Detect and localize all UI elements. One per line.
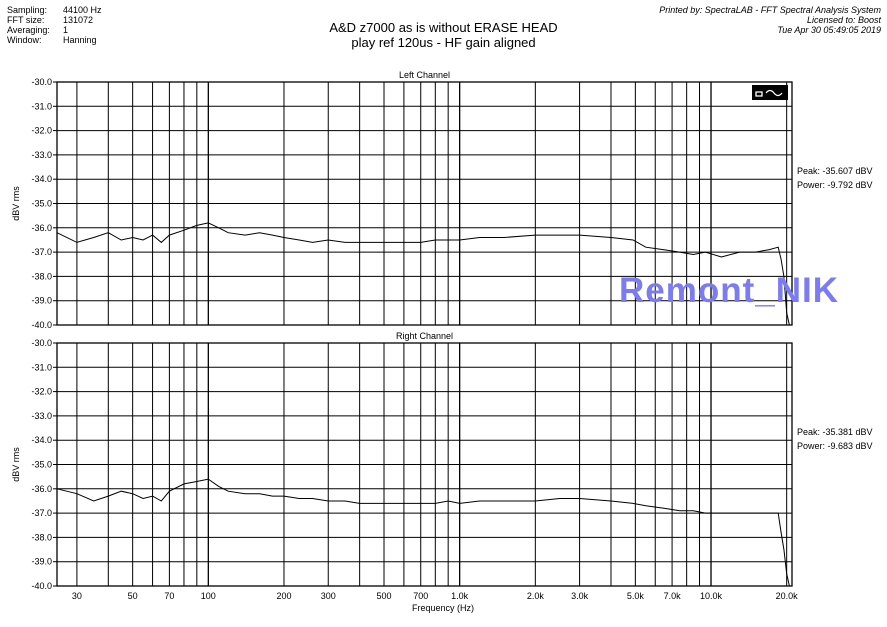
x-tick-label: 2.0k — [527, 591, 545, 601]
y-tick-label: -37.0 — [31, 247, 52, 257]
y-tick-label: -36.0 — [31, 223, 52, 233]
y-axis-label: dBV rms — [11, 186, 21, 221]
y-tick-label: -38.0 — [31, 271, 52, 281]
y-tick-label: -31.0 — [31, 362, 52, 372]
y-tick-label: -35.0 — [31, 199, 52, 209]
y-tick-label: -39.0 — [31, 296, 52, 306]
setting-row-fft-size: FFT size: 131072 — [7, 15, 102, 25]
peak-readout: Peak: -35.607 dBV — [797, 166, 873, 176]
x-tick-label: 700 — [413, 591, 428, 601]
x-tick-label: 3.0k — [571, 591, 589, 601]
peak-readout: Peak: -35.381 dBV — [797, 427, 873, 437]
setting-value: 44100 Hz — [63, 5, 102, 15]
x-tick-label: 1.0k — [451, 591, 469, 601]
x-tick-label: 50 — [128, 591, 138, 601]
power-readout: Power: -9.792 dBV — [797, 180, 873, 190]
x-tick-label: 500 — [376, 591, 391, 601]
chart-title-line-2: play ref 120us - HF gain aligned — [351, 35, 536, 50]
watermark: Remont_NIK — [619, 271, 840, 310]
y-tick-label: -37.0 — [31, 508, 52, 518]
spectrum-tool-icon[interactable] — [752, 85, 788, 100]
x-tick-label: 70 — [164, 591, 174, 601]
y-tick-label: -39.0 — [31, 557, 52, 567]
printed-by: Printed by: SpectraLAB - FFT Spectral An… — [659, 5, 881, 15]
y-tick-label: -40.0 — [31, 320, 52, 330]
setting-label: FFT size: — [7, 15, 45, 25]
y-tick-label: -32.0 — [31, 126, 52, 136]
setting-row-averaging: Averaging: 1 — [7, 25, 102, 35]
setting-label: Sampling: — [7, 5, 48, 15]
print-timestamp: Tue Apr 30 05:49:05 2019 — [777, 25, 881, 35]
y-tick-label: -30.0 — [31, 77, 52, 87]
x-tick-label: 100 — [201, 591, 216, 601]
print-info: Printed by: SpectraLAB - FFT Spectral An… — [659, 5, 881, 35]
panel-title: Right Channel — [396, 331, 453, 341]
x-tick-label: 300 — [321, 591, 336, 601]
setting-label: Averaging: — [7, 25, 50, 35]
y-axis-label: dBV rms — [11, 447, 21, 482]
licensed-to: Licensed to: Boost — [806, 15, 881, 25]
panel-title: Left Channel — [399, 70, 450, 80]
x-tick-label: 10.0k — [700, 591, 723, 601]
y-tick-label: -33.0 — [31, 411, 52, 421]
y-tick-label: -34.0 — [31, 435, 52, 445]
setting-value: 1 — [63, 25, 69, 35]
chart-title: A&D z7000 as is without ERASE HEAD play … — [0, 20, 887, 50]
x-tick-label: 20.0k — [776, 591, 799, 601]
chart-title-line-1: A&D z7000 as is without ERASE HEAD — [329, 20, 558, 35]
y-tick-label: -35.0 — [31, 460, 52, 470]
power-readout: Power: -9.683 dBV — [797, 441, 873, 451]
right-channel-panel: -30.0 -31.0 -32.0 -33.0 -34.0 -35.0 -36.0 -37.0… — [11, 331, 873, 601]
setting-value: 131072 — [63, 15, 94, 25]
setting-row-window: Window: Hanning — [7, 35, 102, 45]
y-tick-label: -34.0 — [31, 174, 52, 184]
plot-frame — [56, 81, 793, 326]
x-tick-label: 200 — [276, 591, 291, 601]
y-tick-label: -32.0 — [31, 387, 52, 397]
y-tick-label: -38.0 — [31, 532, 52, 542]
left-channel-panel: -30.0 -31.0 -32.0 -33.0 -34.0 -35.0 -36.0 -37.0… — [11, 70, 873, 330]
plot-frame — [56, 342, 793, 587]
y-tick-label: -30.0 — [31, 338, 52, 348]
setting-value: Hanning — [63, 35, 97, 45]
spectrum-tool-icon-glyph — [755, 89, 783, 97]
spectrum-trace — [56, 478, 790, 587]
setting-label: Window: — [7, 35, 42, 45]
y-tick-label: -36.0 — [31, 484, 52, 494]
x-tick-label: 5.0k — [627, 591, 645, 601]
spectrum-trace — [56, 222, 790, 326]
y-tick-label: -40.0 — [31, 581, 52, 591]
analysis-settings: Sampling: 44100 Hz FFT size: 131072 Averag… — [7, 5, 102, 45]
y-tick-label: -33.0 — [31, 150, 52, 160]
x-tick-label: 7.0k — [664, 591, 682, 601]
y-tick-label: -31.0 — [31, 101, 52, 111]
setting-row-sampling: Sampling: 44100 Hz — [7, 5, 102, 15]
x-tick-label: 30 — [72, 591, 82, 601]
x-axis-label: Frequency (Hz) — [412, 603, 474, 613]
